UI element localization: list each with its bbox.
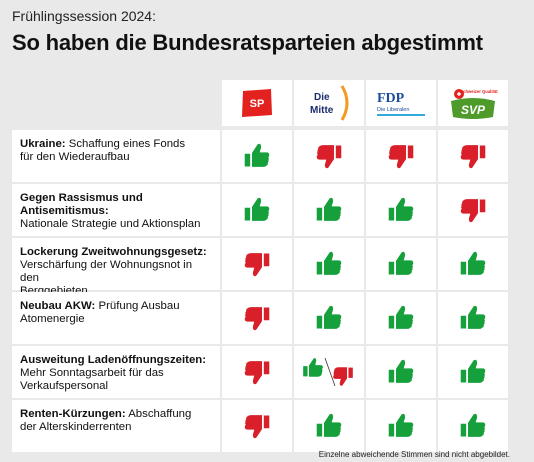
- thumbs-up-icon: [460, 359, 486, 383]
- vote-cell-sp: [222, 292, 292, 344]
- thumbs-up-icon: [316, 251, 342, 275]
- vote-cell-mitte: [294, 238, 364, 290]
- mitte-logo-icon: Die Mitte: [310, 85, 349, 121]
- vote-cell-mitte: [294, 130, 364, 182]
- table-row: Ausweitung Ladenöffnungszeiten: Mehr Sonn…: [12, 346, 508, 398]
- table-row: Ukraine: Schaffung eines Fonds für den Wi…: [12, 130, 508, 182]
- thumbs-up-icon: [316, 305, 342, 329]
- svp-logo-text: SVP: [461, 103, 486, 117]
- vote-cell-fdp: [366, 400, 436, 452]
- logo-fdp: FDP Die Liberalen: [366, 80, 436, 126]
- footnote: Einzelne abweichende Stimmen sind nicht …: [318, 450, 510, 459]
- thumbs-up-icon: [388, 305, 414, 329]
- vote-cell-sp: [222, 130, 292, 182]
- logo-mitte: Die Mitte: [294, 80, 364, 126]
- thumbs-up-icon: [244, 197, 270, 221]
- thumbs-down-icon: [244, 253, 270, 277]
- row-label-rest2: Atomenergie: [20, 313, 85, 325]
- vote-cell-fdp: [366, 130, 436, 182]
- row-label-rest2: Nationale Strategie und Aktionsplan: [20, 218, 201, 230]
- row-label: Lockerung Zweitwohnungsgesetz: Verschärfu…: [12, 238, 220, 297]
- thumbs-down-icon: [244, 307, 270, 331]
- table-row: Lockerung Zweitwohnungsgesetz: Verschärfu…: [12, 238, 508, 297]
- vote-cell-mitte: [294, 400, 364, 452]
- vote-cell-fdp: [366, 346, 436, 398]
- vote-cell-svp: [438, 238, 508, 290]
- thumbs-up-icon: [388, 359, 414, 383]
- vote-cell-svp: [438, 130, 508, 182]
- row-label: Ukraine: Schaffung eines Fonds für den Wi…: [12, 130, 220, 182]
- mitte-logo-line2: Mitte: [310, 105, 334, 116]
- thumbs-up-icon: [460, 251, 486, 275]
- vote-cell-sp: [222, 400, 292, 452]
- page-title: So haben die Bundesratsparteien abgestim…: [12, 30, 483, 55]
- table-row: Renten-Kürzungen: Abschaffung der Altersk…: [12, 400, 508, 452]
- row-label-rest2: Verschärfung der Wohnungsnot in den: [20, 259, 193, 284]
- split-divider-icon: [324, 357, 336, 387]
- sp-logo-icon: SP: [242, 89, 272, 117]
- thumbs-up-icon: [303, 358, 323, 377]
- vote-cell-svp: [438, 346, 508, 398]
- vote-cell-sp: [222, 346, 292, 398]
- vote-cell-fdp: [366, 292, 436, 344]
- mitte-logo-line1: Die: [314, 92, 330, 103]
- row-label-bold: Ausweitung Ladenöffnungszeiten:: [20, 354, 207, 366]
- fdp-logo-sublabel: Die Liberalen: [377, 107, 409, 113]
- row-label-rest2: der Alterskinderrenten: [20, 421, 132, 433]
- vote-cell-mitte: [294, 292, 364, 344]
- row-label-rest2: für den Wiederaufbau: [20, 151, 130, 163]
- row-label: Gegen Rassismus und Antisemitismus: Natio…: [12, 184, 220, 236]
- fdp-logo-text: FDP: [377, 91, 405, 106]
- vote-cell-fdp: [366, 238, 436, 290]
- vote-cell-sp: [222, 184, 292, 236]
- thumbs-up-icon: [388, 251, 414, 275]
- thumbs-up-icon: [244, 143, 270, 167]
- svp-logo-icon: Schweizer Qualität SVP: [451, 89, 498, 119]
- thumbs-up-icon: [316, 413, 342, 437]
- thumbs-up-icon: [316, 197, 342, 221]
- row-label-rest2: Mehr Sonntagsarbeit für das: [20, 367, 164, 379]
- row-label-rest3: Verkaufspersonal: [20, 380, 109, 392]
- thumbs-down-icon: [244, 361, 270, 385]
- row-label-bold: Gegen Rassismus und Antisemitismus:: [20, 192, 143, 217]
- row-label: Renten-Kürzungen: Abschaffung der Altersk…: [12, 400, 220, 452]
- vote-cell-sp: [222, 238, 292, 290]
- thumbs-down-icon: [460, 145, 486, 169]
- thumbs-down-icon: [388, 145, 414, 169]
- table-row: Neubau AKW: Prüfung Ausbau Atomenergie: [12, 292, 508, 344]
- party-logos: SP Die Mitte FDP Die Liberalen Schweizer…: [222, 80, 508, 126]
- row-label: Neubau AKW: Prüfung Ausbau Atomenergie: [12, 292, 220, 344]
- vote-cell-svp: [438, 184, 508, 236]
- fdp-logo-icon: FDP Die Liberalen: [377, 91, 425, 116]
- row-label-rest1: Prüfung Ausbau: [95, 300, 180, 312]
- logo-svp: Schweizer Qualität SVP: [438, 80, 508, 126]
- vote-cell-mitte: [294, 346, 364, 398]
- svp-logo-sublabel: Schweizer Qualität: [460, 89, 498, 94]
- thumbs-down-icon: [316, 145, 342, 169]
- row-label-bold: Lockerung Zweitwohnungsgesetz:: [20, 246, 207, 258]
- thumbs-up-icon: [388, 197, 414, 221]
- thumbs-up-icon: [460, 413, 486, 437]
- vote-cell-svp: [438, 292, 508, 344]
- row-label-rest1: Schaffung eines Fonds: [65, 138, 186, 150]
- thumbs-down-icon: [333, 367, 353, 386]
- vote-table: Ukraine: Schaffung eines Fonds für den Wi…: [12, 130, 508, 454]
- kicker: Frühlingssession 2024:: [12, 8, 156, 24]
- row-label-bold: Renten-Kürzungen:: [20, 408, 126, 420]
- row-label-bold: Ukraine:: [20, 138, 66, 150]
- thumbs-down-icon: [460, 199, 486, 223]
- row-label: Ausweitung Ladenöffnungszeiten: Mehr Sonn…: [12, 346, 220, 398]
- thumbs-up-icon: [460, 305, 486, 329]
- sp-logo-text: SP: [250, 98, 265, 110]
- table-row: Gegen Rassismus und Antisemitismus: Natio…: [12, 184, 508, 236]
- row-label-rest1: Abschaffung: [125, 408, 192, 420]
- row-label-bold: Neubau AKW:: [20, 300, 96, 312]
- vote-cell-fdp: [366, 184, 436, 236]
- logo-sp: SP: [222, 80, 292, 126]
- vote-cell-svp: [438, 400, 508, 452]
- thumbs-up-icon: [388, 413, 414, 437]
- thumbs-down-icon: [244, 415, 270, 439]
- vote-cell-mitte: [294, 184, 364, 236]
